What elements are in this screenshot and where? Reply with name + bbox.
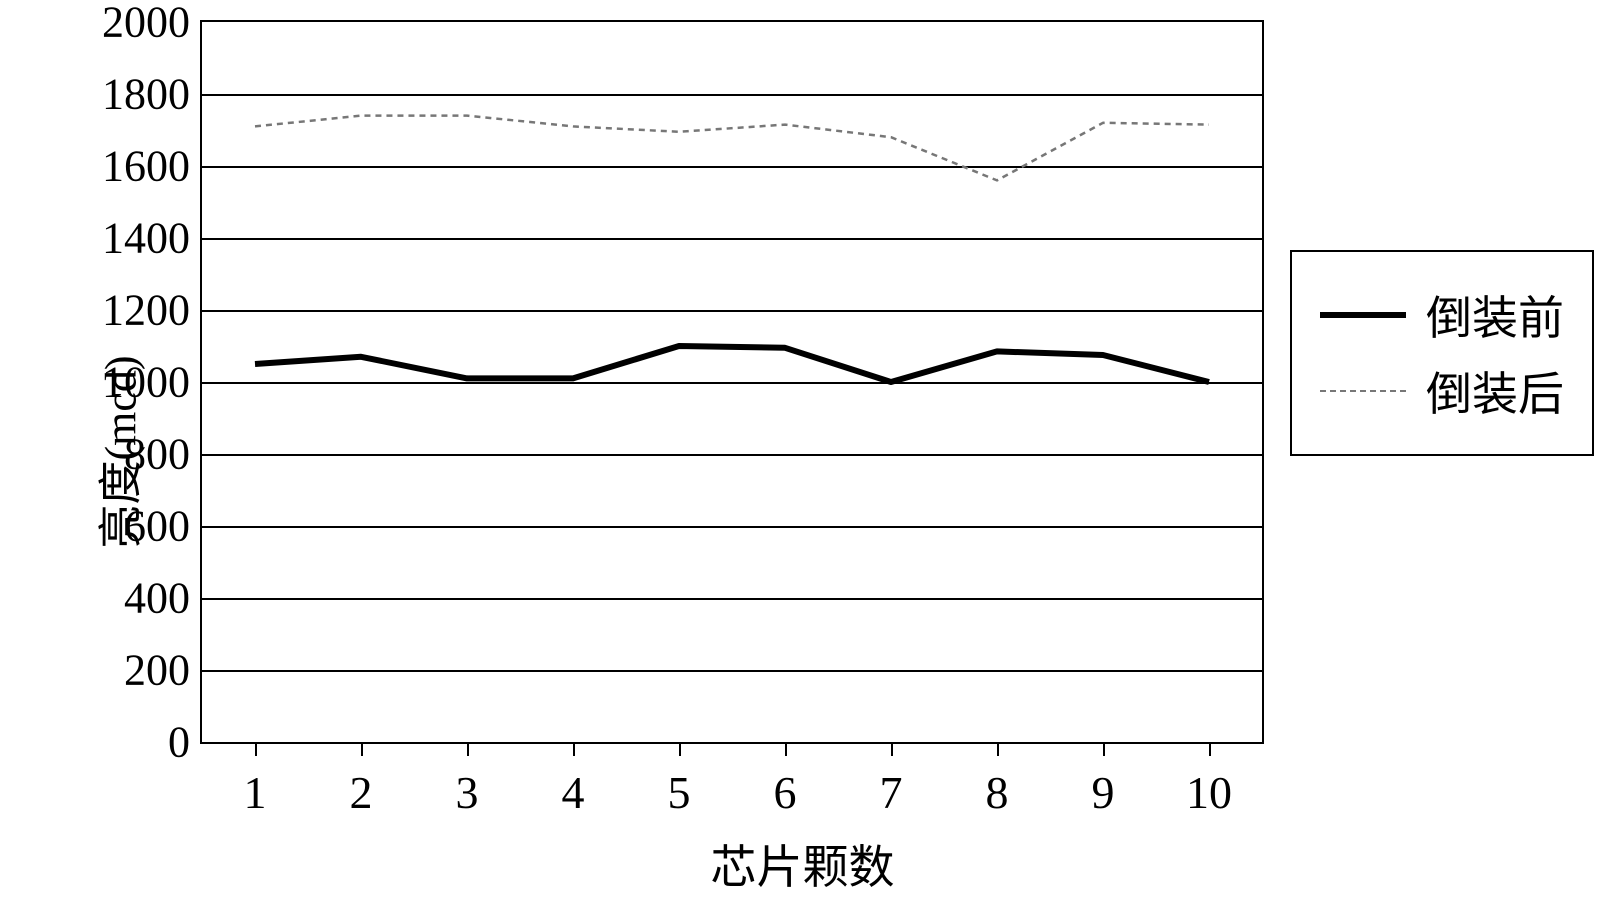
x-tick [1209,742,1211,756]
y-tick-label: 600 [124,501,190,552]
x-tick-label: 2 [350,766,373,819]
chart-container: 亮度(mcd) 02004006008001000120014001600180… [0,0,1605,903]
legend-item: 倒装后 [1320,358,1564,424]
legend-label: 倒装后 [1426,358,1564,424]
legend-item: 倒装前 [1320,282,1564,348]
y-tick-label: 400 [124,573,190,624]
x-tick [255,742,257,756]
x-tick [997,742,999,756]
series-line [255,116,1209,181]
y-tick-label: 1000 [102,357,190,408]
x-tick-label: 9 [1092,766,1115,819]
y-tick-label: 800 [124,429,190,480]
x-tick-label: 6 [774,766,797,819]
x-tick [785,742,787,756]
x-tick [1103,742,1105,756]
x-tick-label: 7 [880,766,903,819]
x-tick [467,742,469,756]
x-tick-label: 4 [562,766,585,819]
x-tick [891,742,893,756]
y-tick-label: 0 [168,717,190,768]
x-tick [679,742,681,756]
x-tick-label: 5 [668,766,691,819]
y-tick-label: 1400 [102,213,190,264]
legend: 倒装前倒装后 [1290,250,1594,456]
series-svg [202,22,1262,742]
legend-swatch [1320,390,1406,392]
x-tick-label: 8 [986,766,1009,819]
x-tick [361,742,363,756]
x-axis-label: 芯片颗数 [0,831,1605,897]
plot-area: 0200400600800100012001400160018002000123… [200,20,1264,744]
y-tick-label: 1200 [102,285,190,336]
y-tick-label: 200 [124,645,190,696]
series-line [255,346,1209,382]
x-tick-label: 10 [1186,766,1232,819]
y-tick-label: 2000 [102,0,190,48]
x-tick [573,742,575,756]
legend-swatch [1320,312,1406,318]
x-tick-label: 1 [244,766,267,819]
y-tick-label: 1600 [102,141,190,192]
legend-label: 倒装前 [1426,282,1564,348]
x-tick-label: 3 [456,766,479,819]
y-tick-label: 1800 [102,69,190,120]
